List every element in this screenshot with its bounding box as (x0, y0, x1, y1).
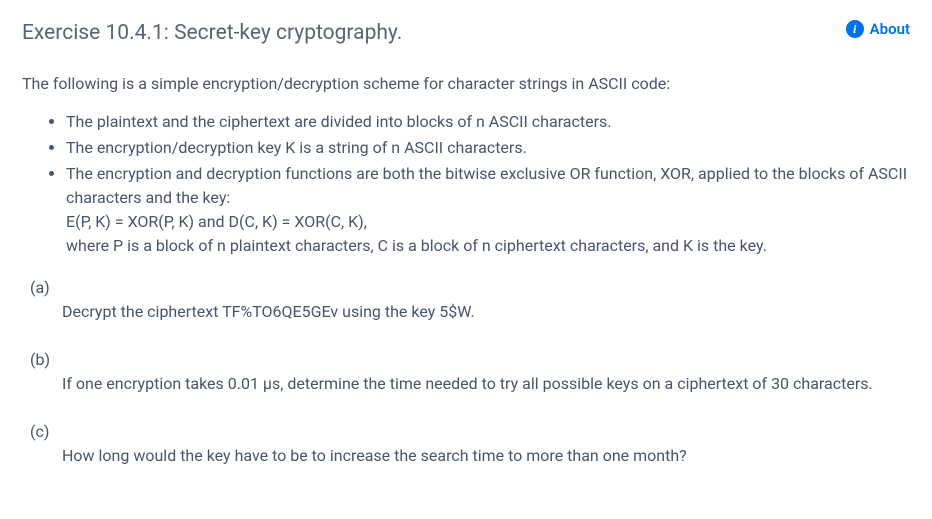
list-item: The plaintext and the ciphertext are div… (66, 110, 910, 134)
part-a-text: Decrypt the ciphertext TF%TO6QE5GEv usin… (22, 300, 910, 324)
about-label: About (870, 18, 910, 41)
part-b: (b) If one encryption takes 0.01 μs, det… (22, 348, 910, 396)
part-a-label: (a) (22, 276, 910, 300)
about-link[interactable]: i About (846, 18, 910, 41)
part-c-label: (c) (22, 420, 910, 444)
exercise-header: Exercise 10.4.1: Secret-key cryptography… (22, 18, 910, 50)
part-c: (c) How long would the key have to be to… (22, 420, 910, 468)
part-b-text: If one encryption takes 0.01 μs, determi… (22, 372, 910, 396)
list-item: The encryption/decryption key K is a str… (66, 136, 910, 160)
formula-line: E(P, K) = XOR(P, K) and D(C, K) = XOR(C,… (66, 210, 910, 234)
exercise-title: Exercise 10.4.1: Secret-key cryptography… (22, 18, 402, 50)
part-c-text: How long would the key have to be to inc… (22, 444, 910, 468)
where-line: where P is a block of n plaintext charac… (66, 234, 910, 258)
scheme-bullet-list: The plaintext and the ciphertext are div… (22, 110, 910, 258)
part-b-label: (b) (22, 348, 910, 372)
list-item: The encryption and decryption functions … (66, 162, 910, 258)
part-a: (a) Decrypt the ciphertext TF%TO6QE5GEv … (22, 276, 910, 324)
bullet-text: The encryption and decryption functions … (66, 164, 907, 207)
intro-text: The following is a simple encryption/dec… (22, 72, 910, 96)
info-icon: i (846, 20, 864, 38)
